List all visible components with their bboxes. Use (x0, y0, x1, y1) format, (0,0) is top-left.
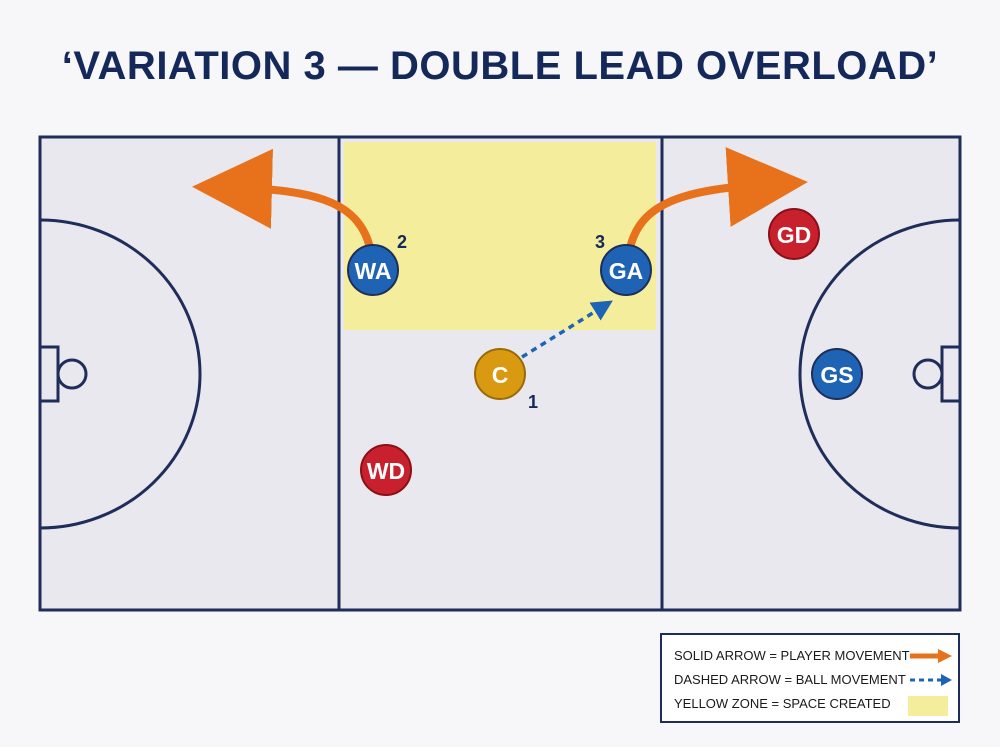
legend-zone-text: YELLOW ZONE = SPACE CREATED (674, 696, 891, 711)
goal-ring-right (912, 358, 944, 390)
c-to-ga-pass-arrow (521, 300, 613, 359)
step-number-1: 1 (528, 392, 538, 412)
player-wd: WD (360, 444, 412, 496)
player-gd: GD (768, 208, 820, 260)
player-ga-label: GA (609, 258, 644, 284)
player-gs-label: GS (820, 362, 853, 388)
legend-box: SOLID ARROW = PLAYER MOVEMENT DASHED ARR… (660, 633, 960, 723)
shooting-circle-right (798, 218, 961, 530)
legend-solid-text: SOLID ARROW = PLAYER MOVEMENT (674, 648, 910, 663)
step-number-3: 3 (595, 232, 605, 252)
legend-dashed-arrow-icon (910, 674, 952, 686)
wa-movement-arrow (192, 148, 374, 252)
space-created-zone (344, 142, 656, 330)
legend-dashed-text: DASHED ARROW = BALL MOVEMENT (674, 672, 906, 687)
player-c: C (474, 348, 526, 400)
player-wd-label: WD (367, 458, 405, 484)
goal-ring-left (56, 358, 88, 390)
player-gs: GS (811, 348, 863, 400)
shooting-circle-left (39, 218, 202, 530)
legend-row-dashed: DASHED ARROW = BALL MOVEMENT (674, 669, 906, 691)
player-ga: GA (600, 244, 652, 296)
player-wa-label: WA (354, 258, 391, 284)
legend-row-zone: YELLOW ZONE = SPACE CREATED (674, 693, 891, 715)
player-c-label: C (492, 362, 509, 388)
step-number-2: 2 (397, 232, 407, 252)
legend-solid-arrow-icon (910, 649, 952, 663)
diagram-title: ‘VARIATION 3 — DOUBLE LEAD OVERLOAD’ (61, 44, 939, 88)
legend-zone-swatch (908, 696, 948, 716)
player-gd-label: GD (777, 222, 812, 248)
legend-row-solid: SOLID ARROW = PLAYER MOVEMENT (674, 645, 910, 667)
player-wa: WA (347, 244, 399, 296)
ga-movement-arrow (626, 147, 808, 252)
